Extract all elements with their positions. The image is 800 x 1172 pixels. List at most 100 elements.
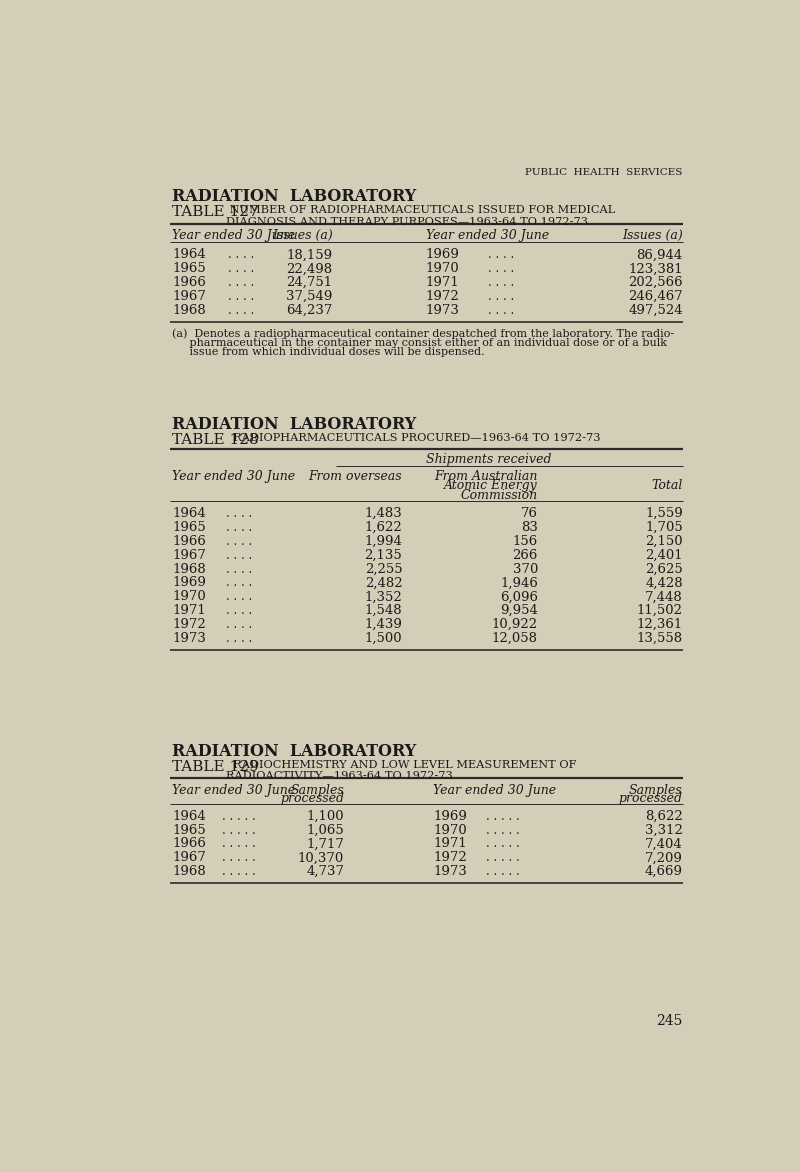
Text: 2,255: 2,255 (365, 563, 402, 575)
Text: 246,467: 246,467 (628, 289, 683, 304)
Text: 266: 266 (513, 548, 538, 561)
Text: . . . . .: . . . . . (222, 865, 256, 878)
Text: 1972: 1972 (434, 851, 467, 865)
Text: Year ended 30 June: Year ended 30 June (172, 470, 295, 483)
Text: Samples: Samples (629, 784, 683, 797)
Text: Year ended 30 June: Year ended 30 June (172, 230, 295, 243)
Text: 1968: 1968 (172, 865, 206, 878)
Text: 1966: 1966 (172, 277, 206, 289)
Text: 4,428: 4,428 (645, 577, 683, 590)
Text: . . . .: . . . . (228, 248, 254, 261)
Text: . . . .: . . . . (228, 304, 254, 316)
Text: . . . . .: . . . . . (486, 851, 520, 865)
Text: 156: 156 (513, 534, 538, 547)
Text: . . . .: . . . . (226, 522, 253, 534)
Text: . . . .: . . . . (226, 605, 253, 618)
Text: Commission: Commission (461, 489, 538, 502)
Text: 1967: 1967 (172, 548, 206, 561)
Text: RADIATION  LABORATORY: RADIATION LABORATORY (172, 416, 416, 434)
Text: 86,944: 86,944 (637, 248, 683, 261)
Text: 370: 370 (513, 563, 538, 575)
Text: 202,566: 202,566 (628, 277, 683, 289)
Text: . . . .: . . . . (487, 263, 514, 275)
Text: 1964: 1964 (172, 810, 206, 823)
Text: 2,401: 2,401 (645, 548, 683, 561)
Text: 76: 76 (521, 507, 538, 520)
Text: . . . .: . . . . (226, 548, 253, 561)
Text: 1970: 1970 (426, 263, 459, 275)
Text: 1966: 1966 (172, 838, 206, 851)
Text: . . . .: . . . . (226, 591, 253, 604)
Text: . . . .: . . . . (226, 507, 253, 520)
Text: 1,483: 1,483 (365, 507, 402, 520)
Text: 1968: 1968 (172, 304, 206, 316)
Text: 9,954: 9,954 (500, 605, 538, 618)
Text: . . . .: . . . . (487, 304, 514, 316)
Text: 497,524: 497,524 (628, 304, 683, 316)
Text: 12,058: 12,058 (492, 632, 538, 645)
Text: 1969: 1969 (434, 810, 467, 823)
Text: 8,622: 8,622 (645, 810, 683, 823)
Text: . . . .: . . . . (487, 277, 514, 289)
Text: TABLE 127: TABLE 127 (172, 205, 258, 219)
Text: . . . . .: . . . . . (222, 838, 256, 851)
Text: 1973: 1973 (434, 865, 467, 878)
Text: 1971: 1971 (434, 838, 467, 851)
Text: pharmaceutical in the container may consist either of an individual dose or of a: pharmaceutical in the container may cons… (172, 338, 667, 348)
Text: Samples: Samples (290, 784, 344, 797)
Text: . . . .: . . . . (487, 248, 514, 261)
Text: 2,150: 2,150 (645, 534, 683, 547)
Text: 2,482: 2,482 (365, 577, 402, 590)
Text: . . . . .: . . . . . (222, 810, 256, 823)
Text: Shipments received: Shipments received (426, 454, 551, 466)
Text: 1,352: 1,352 (365, 591, 402, 604)
Text: 6,096: 6,096 (500, 591, 538, 604)
Text: 18,159: 18,159 (286, 248, 333, 261)
Text: 22,498: 22,498 (286, 263, 333, 275)
Text: 1967: 1967 (172, 289, 206, 304)
Text: 1965: 1965 (172, 824, 206, 837)
Text: . . . .: . . . . (228, 263, 254, 275)
Text: . . . . .: . . . . . (222, 851, 256, 865)
Text: 1973: 1973 (172, 632, 206, 645)
Text: Year ended 30 June: Year ended 30 June (426, 230, 549, 243)
Text: RADIOPHARMACEUTICALS PROCURED—1963-64 TO 1972-73: RADIOPHARMACEUTICALS PROCURED—1963-64 TO… (226, 434, 600, 443)
Text: . . . .: . . . . (226, 577, 253, 590)
Text: RADIATION  LABORATORY: RADIATION LABORATORY (172, 743, 416, 759)
Text: . . . .: . . . . (226, 632, 253, 645)
Text: 1972: 1972 (172, 618, 206, 631)
Text: 37,549: 37,549 (286, 289, 333, 304)
Text: (a)  Denotes a radiopharmaceutical container despatched from the laboratory. The: (a) Denotes a radiopharmaceutical contai… (172, 328, 674, 339)
Text: 1964: 1964 (172, 507, 206, 520)
Text: 1969: 1969 (426, 248, 459, 261)
Text: From Australian: From Australian (434, 470, 538, 483)
Text: Issues (a): Issues (a) (272, 230, 333, 243)
Text: . . . .: . . . . (226, 563, 253, 575)
Text: Year ended 30 June: Year ended 30 June (172, 784, 295, 797)
Text: 1,100: 1,100 (306, 810, 344, 823)
Text: RADIATION  LABORATORY: RADIATION LABORATORY (172, 189, 416, 205)
Text: Atomic Energy: Atomic Energy (444, 479, 538, 492)
Text: 1964: 1964 (172, 248, 206, 261)
Text: 7,448: 7,448 (645, 591, 683, 604)
Text: 64,237: 64,237 (286, 304, 333, 316)
Text: 1,500: 1,500 (365, 632, 402, 645)
Text: 1,994: 1,994 (364, 534, 402, 547)
Text: 83: 83 (521, 522, 538, 534)
Text: 1969: 1969 (172, 577, 206, 590)
Text: 2,625: 2,625 (645, 563, 683, 575)
Text: processed: processed (280, 792, 344, 805)
Text: Issues (a): Issues (a) (622, 230, 683, 243)
Text: 1,705: 1,705 (645, 522, 683, 534)
Text: NUMBER OF RADIOPHARMACEUTICALS ISSUED FOR MEDICAL
DIAGNOSIS AND THERAPY PURPOSES: NUMBER OF RADIOPHARMACEUTICALS ISSUED FO… (226, 205, 614, 227)
Text: 1971: 1971 (426, 277, 459, 289)
Text: 1,622: 1,622 (365, 522, 402, 534)
Text: 1967: 1967 (172, 851, 206, 865)
Text: 123,381: 123,381 (628, 263, 683, 275)
Text: 1972: 1972 (426, 289, 459, 304)
Text: 10,922: 10,922 (492, 618, 538, 631)
Text: Total: Total (651, 479, 683, 492)
Text: 3,312: 3,312 (645, 824, 683, 837)
Text: . . . . .: . . . . . (486, 838, 520, 851)
Text: From overseas: From overseas (309, 470, 402, 483)
